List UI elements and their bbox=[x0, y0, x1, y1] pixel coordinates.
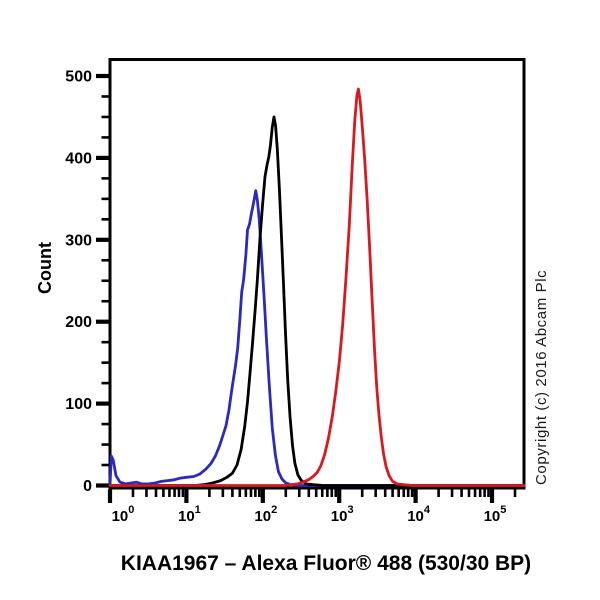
figure-caption: KIAA1967 – Alexa Fluor® 488 (530/30 BP) bbox=[120, 552, 532, 575]
y-axis-tick-label: 400 bbox=[65, 150, 92, 167]
y-axis-title: Count bbox=[35, 242, 55, 294]
y-axis-tick-label: 500 bbox=[65, 69, 92, 86]
x-axis-tick-label: 102 bbox=[254, 504, 277, 525]
y-axis-tick-label: 200 bbox=[65, 314, 92, 331]
y-axis-tick-label: 0 bbox=[83, 478, 92, 495]
red-curve bbox=[108, 87, 526, 487]
x-axis-tick-label: 100 bbox=[112, 504, 135, 525]
x-axis-tick-label: 104 bbox=[407, 504, 431, 525]
black-curve bbox=[108, 115, 526, 487]
x-axis-tick-label: 101 bbox=[178, 504, 201, 525]
x-axis-tick-label: 105 bbox=[484, 504, 507, 525]
copyright-watermark: Copyright (c) 2016 Abcam Plc bbox=[533, 269, 550, 485]
plot-border bbox=[108, 58, 526, 490]
y-axis-tick-label: 300 bbox=[65, 232, 92, 249]
blue-curve bbox=[108, 189, 526, 487]
y-axis-tick-label: 100 bbox=[65, 396, 92, 413]
x-axis-tick-label: 103 bbox=[331, 504, 354, 525]
